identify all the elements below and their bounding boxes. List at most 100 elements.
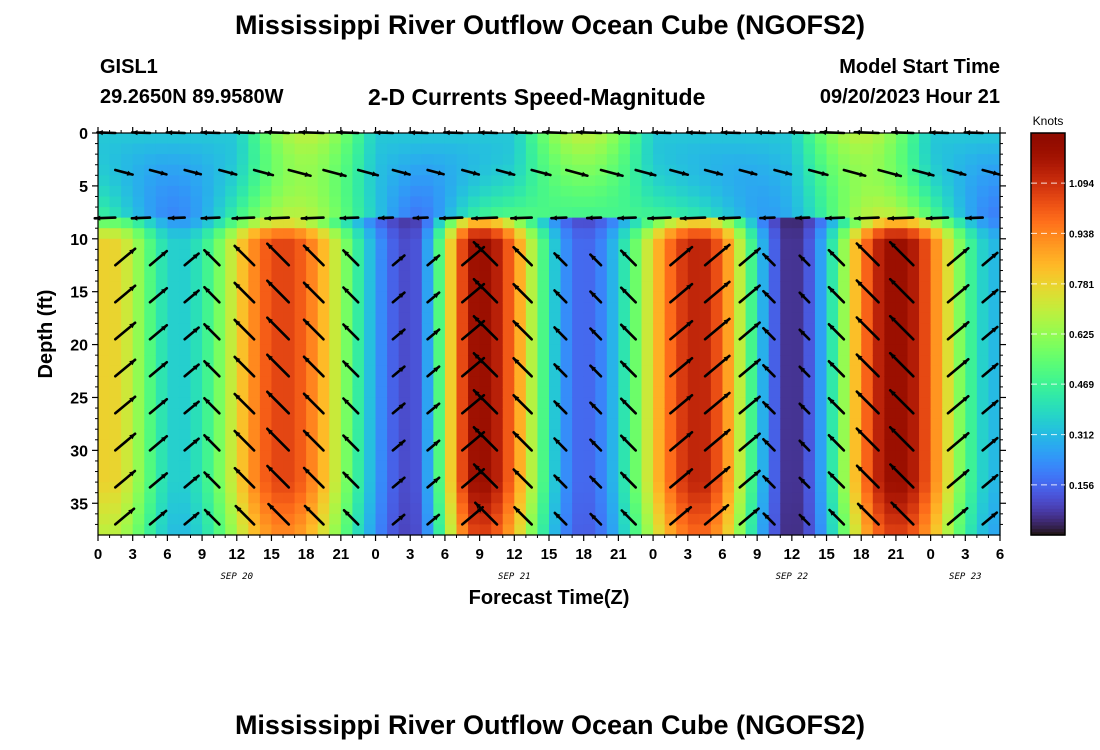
heatmap-cell: [444, 397, 458, 409]
heatmap-cell: [178, 386, 192, 399]
heatmap-cell: [306, 217, 319, 229]
heatmap-cell: [861, 482, 874, 494]
heatmap-cell: [676, 355, 689, 367]
heatmap-cell: [699, 355, 712, 367]
heatmap-cell: [745, 408, 758, 420]
colorbar-segment: [1031, 374, 1065, 379]
heatmap-cell: [98, 429, 111, 441]
heatmap-cell: [468, 291, 481, 303]
heatmap-cell: [849, 471, 862, 483]
heatmap-cell: [549, 344, 562, 356]
colorbar-segment: [1031, 464, 1065, 469]
heatmap-cell: [919, 376, 932, 388]
colorbar-segment: [1031, 236, 1065, 241]
heatmap-cell: [155, 154, 168, 166]
heatmap-cell: [317, 365, 330, 377]
heatmap-cell: [803, 344, 816, 356]
heatmap-cell: [294, 154, 307, 166]
heatmap-cell: [838, 471, 851, 483]
heatmap-cell: [653, 175, 666, 187]
colorbar-segment: [1031, 270, 1065, 275]
heatmap-cell: [676, 344, 689, 356]
heatmap-cell: [132, 259, 145, 272]
heatmap-cell: [595, 154, 608, 166]
heatmap-cell: [930, 249, 943, 261]
heatmap-cell: [456, 323, 469, 335]
heatmap-cell: [363, 355, 377, 367]
current-arrow: [287, 168, 312, 178]
heatmap-cell: [814, 397, 828, 409]
current-arrow: [703, 354, 731, 378]
heatmap-cell: [502, 196, 515, 208]
heatmap-cell: [687, 513, 700, 526]
heatmap-cell: [618, 334, 631, 346]
heatmap-cell: [155, 503, 168, 515]
heatmap-cell: [387, 207, 400, 219]
heatmap-cell: [433, 238, 446, 250]
heatmap-cell: [225, 249, 238, 261]
heatmap-cell: [549, 175, 562, 187]
heatmap-cell: [780, 365, 793, 377]
heatmap-cell: [953, 450, 966, 462]
heatmap-cell: [398, 482, 411, 494]
heatmap-cell: [895, 207, 909, 219]
heatmap-cell: [225, 513, 238, 526]
heatmap-cell: [294, 418, 307, 430]
heatmap-cell: [306, 196, 319, 208]
heatmap-cell: [618, 524, 631, 536]
heatmap-cell: [479, 238, 492, 250]
heatmap-cell: [861, 207, 874, 219]
heatmap-cell: [745, 185, 758, 198]
heatmap-cell: [456, 249, 469, 261]
heatmap-cell: [861, 513, 874, 526]
heatmap-cell: [502, 450, 515, 462]
heatmap-cell: [387, 281, 400, 293]
heatmap-cell: [572, 460, 585, 473]
heatmap-cell: [155, 291, 168, 303]
heatmap-cell: [803, 386, 816, 399]
heatmap-cell: [468, 228, 481, 240]
heatmap-cell: [294, 175, 307, 187]
heatmap-cell: [375, 238, 388, 250]
heatmap-cell: [884, 503, 897, 515]
heatmap-cell: [491, 238, 504, 250]
heatmap-cell: [641, 460, 654, 473]
heatmap-cell: [653, 429, 666, 441]
heatmap-cell: [606, 344, 619, 356]
heatmap-cell: [248, 503, 261, 515]
heatmap-cell: [780, 397, 793, 409]
heatmap-cell: [814, 302, 828, 314]
heatmap-cell: [641, 482, 654, 494]
heatmap-cell: [560, 217, 573, 229]
heatmap-cell: [132, 175, 145, 187]
heatmap-cell: [132, 365, 145, 377]
heatmap-cell: [930, 291, 943, 303]
heatmap-cell: [814, 365, 828, 377]
heatmap-cell: [283, 503, 296, 515]
heatmap-cell: [572, 196, 585, 208]
heatmap-cell: [768, 323, 781, 335]
heatmap-cell: [271, 217, 284, 229]
heatmap-cell: [953, 259, 966, 272]
heatmap-cell: [340, 439, 354, 451]
heatmap-cell: [283, 133, 296, 145]
heatmap-cell: [629, 207, 643, 219]
heatmap-cell: [884, 228, 897, 240]
heatmap-cell: [525, 312, 539, 325]
heatmap-cell: [606, 450, 619, 462]
heatmap-cell: [895, 281, 909, 293]
heatmap-cell: [722, 503, 735, 515]
heatmap-cell: [283, 154, 296, 166]
heatmap-cell: [791, 429, 805, 441]
heatmap-cell: [202, 482, 215, 494]
heatmap-cell: [884, 439, 897, 451]
heatmap-cell: [202, 439, 215, 451]
heatmap-cell: [514, 175, 527, 187]
heatmap-cell: [734, 323, 747, 335]
heatmap-cell: [363, 249, 377, 261]
heatmap-cell: [930, 217, 943, 229]
heatmap-cell: [387, 154, 400, 166]
heatmap-cell: [942, 439, 955, 451]
heatmap-cell: [595, 217, 608, 229]
heatmap-cell: [155, 439, 168, 451]
